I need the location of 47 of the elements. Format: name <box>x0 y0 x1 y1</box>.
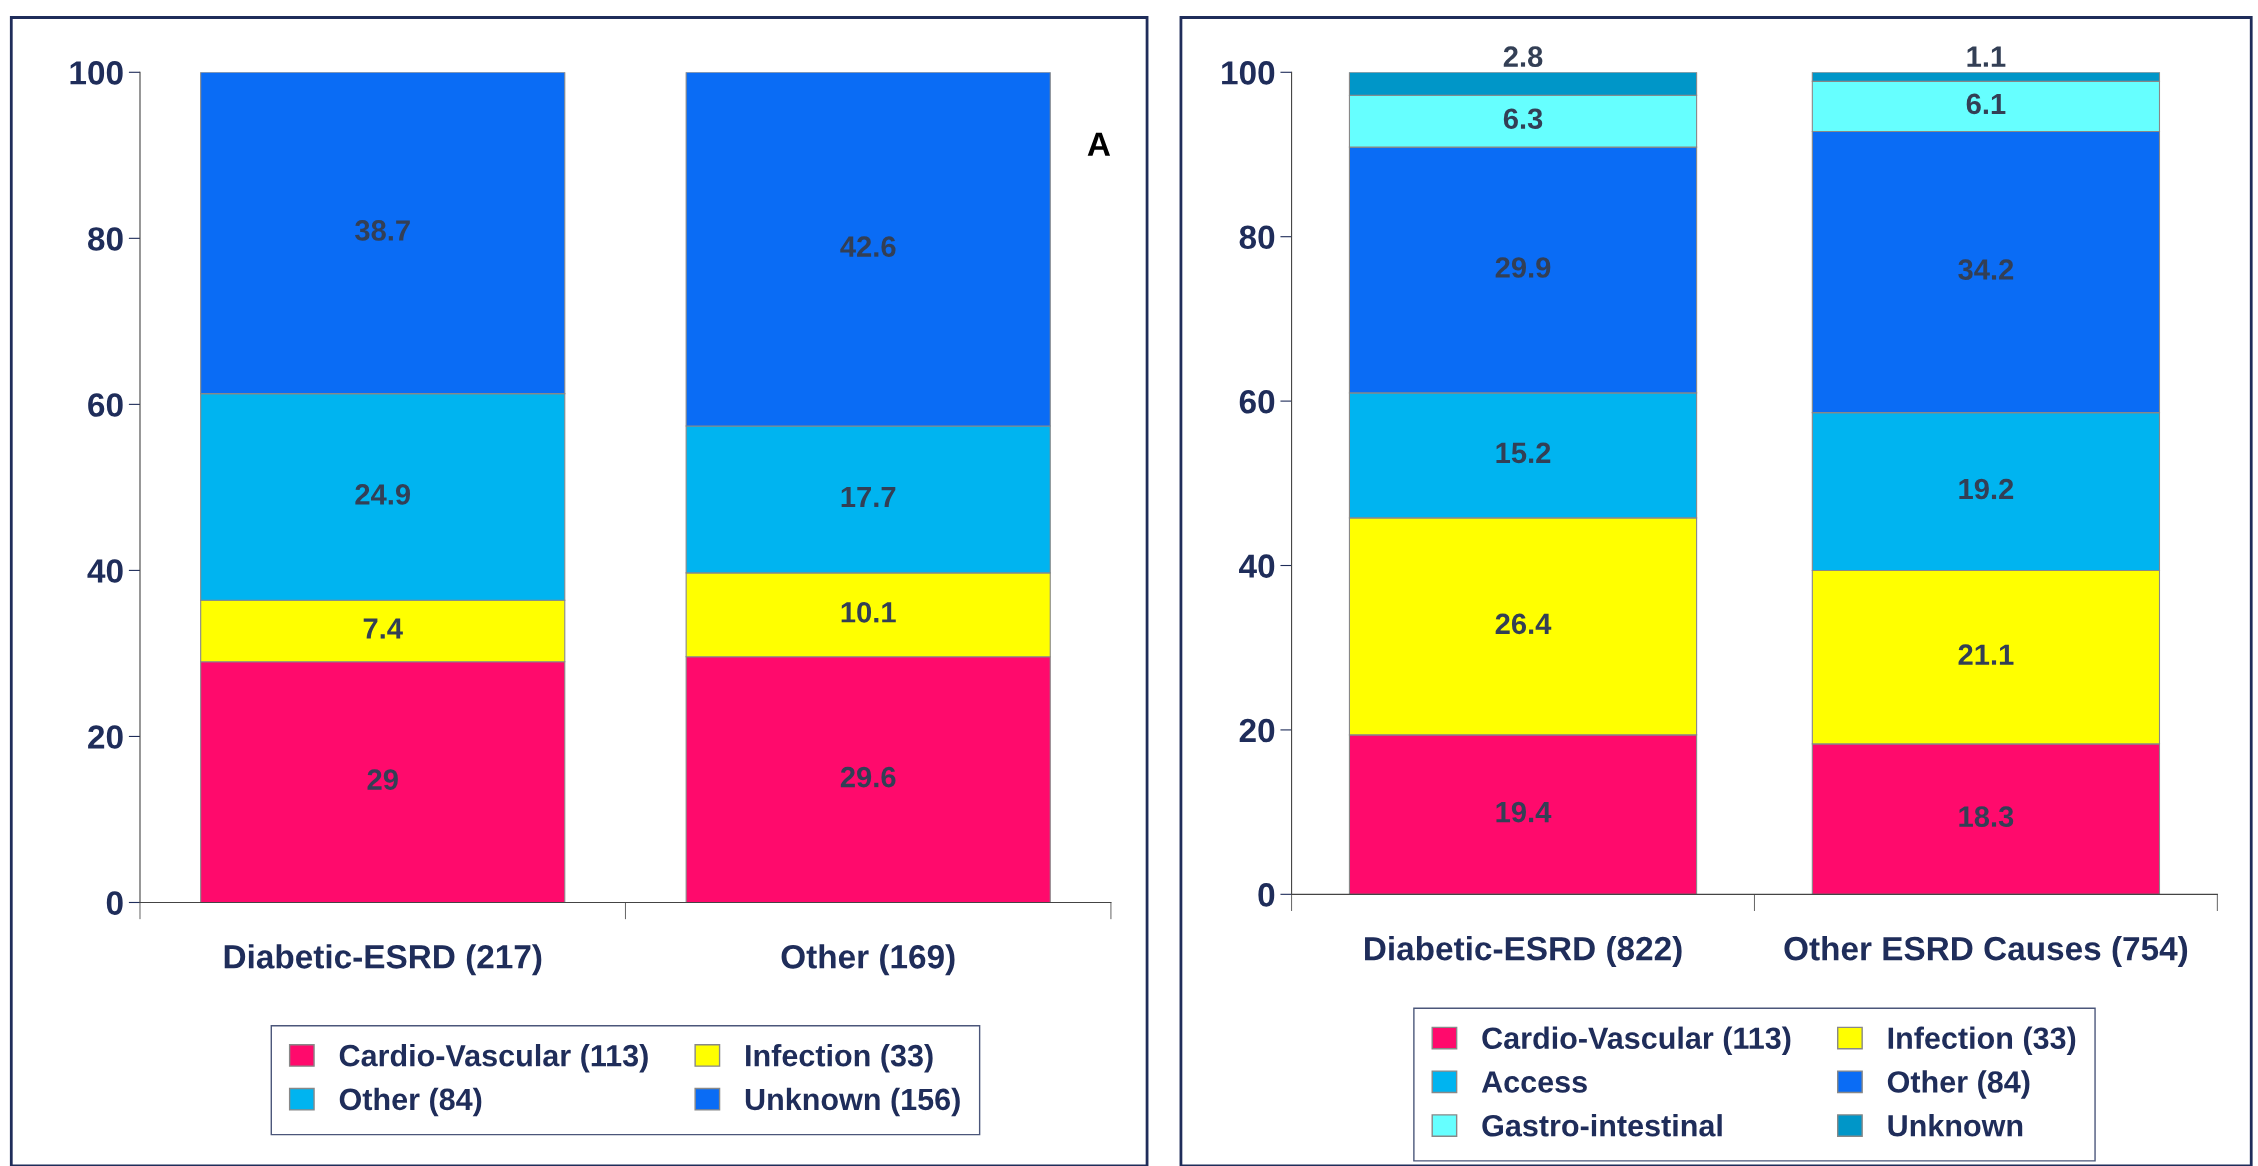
data-label: 26.4 <box>1495 613 1552 635</box>
legend-label: Cardio-Vascular (113) <box>1482 1026 1791 1056</box>
data-label: 29 <box>367 769 398 790</box>
y-tick-label: 40 <box>87 559 123 583</box>
y-tick-label: 20 <box>1239 718 1275 743</box>
data-label: 29.6 <box>840 766 896 788</box>
data-label: 1.1 <box>1967 46 2006 67</box>
legend-label: Infection (33) <box>1888 1026 2076 1056</box>
y-tick-label: 40 <box>1239 554 1275 578</box>
data-label: 18.3 <box>1959 806 2014 827</box>
y-tick-label: 0 <box>1258 883 1275 907</box>
data-label: 19.4 <box>1496 801 1552 823</box>
legend-label: Other (84) <box>1887 1070 2030 1099</box>
y-tick-label: 80 <box>1239 225 1275 250</box>
y-tick-label: 60 <box>1239 389 1275 414</box>
annotation: A <box>1087 132 1111 156</box>
x-tick-label: Other (169) <box>781 944 955 976</box>
data-label: 6.1 <box>1966 93 2006 115</box>
data-label: 15.2 <box>1496 442 1551 464</box>
legend-label: Unknown (156) <box>745 1087 960 1117</box>
data-label: 29.9 <box>1495 257 1551 278</box>
data-label: 17.7 <box>841 486 896 507</box>
y-tick-label: 20 <box>88 725 123 749</box>
x-tick-label: Diabetic-ESRD (822) <box>1365 935 1682 968</box>
legend-label: Gastro-intestinal <box>1482 1114 1722 1137</box>
x-tick-label: Diabetic-ESRD (217) <box>224 944 542 976</box>
data-label: 42.6 <box>840 236 896 257</box>
data-label: 38.7 <box>355 220 410 241</box>
y-tick-label: 80 <box>88 227 123 251</box>
data-label: 10.1 <box>841 602 896 623</box>
data-label: 19.2 <box>1959 478 2014 500</box>
data-label: 24.9 <box>355 484 411 505</box>
y-tick-label: 60 <box>88 393 123 417</box>
legend-label: Access <box>1481 1071 1587 1093</box>
x-tick-label: Other ESRD Causes (754) <box>1784 935 2188 968</box>
data-label: 2.8 <box>1503 46 1543 67</box>
y-tick-label: 0 <box>106 891 123 915</box>
legend-label: Cardio-Vascular (113) <box>339 1044 648 1073</box>
legend-label: Infection (33) <box>746 1044 933 1073</box>
data-label: 34.2 <box>1958 259 2014 280</box>
legend-label: Other (84) <box>339 1087 482 1117</box>
legend-label: Unknown <box>1888 1114 2023 1137</box>
data-label: 6.3 <box>1503 108 1543 130</box>
data-label: 21.1 <box>1958 644 2014 665</box>
y-tick-label: 100 <box>1222 61 1275 85</box>
data-label: 7.4 <box>363 618 403 639</box>
y-tick-label: 100 <box>70 61 123 85</box>
